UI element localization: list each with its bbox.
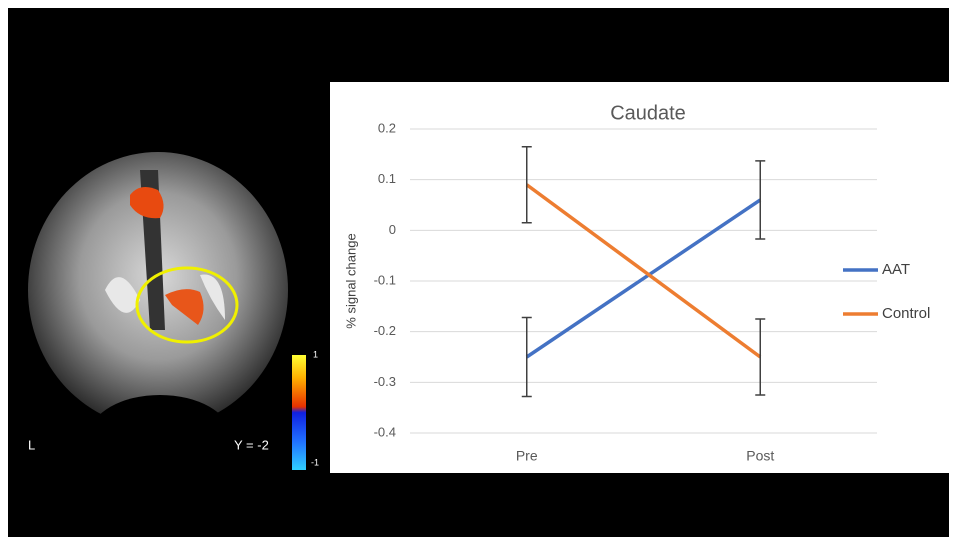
- figure: L Y = -2 1 -1 Caudate % signal change 0.…: [0, 0, 957, 545]
- colorbar-tick: 1: [313, 349, 318, 359]
- y-axis-label: % signal change: [343, 233, 358, 328]
- y-tick-label: -0.1: [374, 272, 396, 287]
- x-tick-label: Post: [746, 448, 774, 464]
- brain-shadow: [90, 395, 230, 475]
- colorbar: [292, 355, 306, 470]
- side-label: L: [28, 437, 35, 452]
- chart-title: Caudate: [610, 102, 686, 124]
- y-tick-label: 0.2: [378, 120, 396, 135]
- slice-label: Y = -2: [234, 437, 269, 452]
- chart-panel: [330, 82, 949, 473]
- y-tick-label: -0.3: [374, 374, 396, 389]
- x-tick-label: Pre: [516, 448, 538, 464]
- legend-label: Control: [882, 305, 930, 322]
- colorbar-tick: -1: [311, 457, 319, 467]
- y-tick-label: 0.1: [378, 171, 396, 186]
- y-tick-label: -0.2: [374, 323, 396, 338]
- legend-label: AAT: [882, 261, 910, 278]
- y-tick-label: -0.4: [374, 424, 396, 439]
- y-tick-label: 0: [389, 222, 396, 237]
